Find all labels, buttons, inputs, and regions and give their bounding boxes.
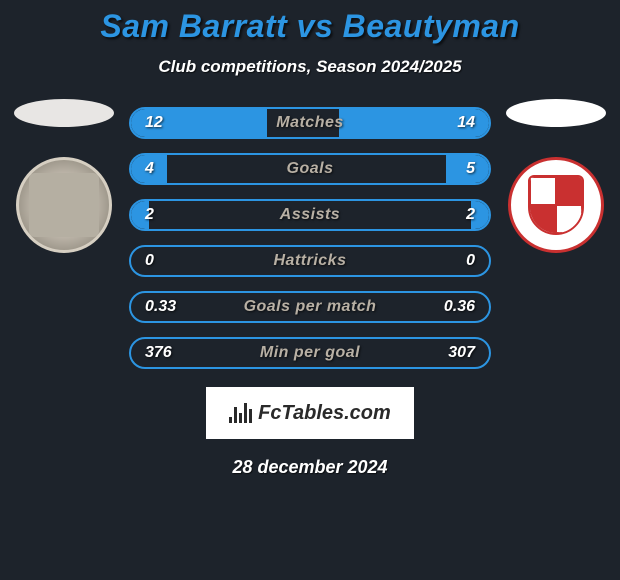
left-player-col: [9, 99, 119, 253]
stat-value-left: 12: [145, 114, 163, 132]
stat-value-left: 2: [145, 206, 154, 224]
shield-quad: [530, 177, 556, 205]
fctables-logo: FcTables.com: [206, 387, 414, 439]
stat-value-right: 5: [466, 160, 475, 178]
crest-right-shield: [528, 175, 584, 235]
stat-row: 12 Matches 14: [129, 107, 491, 139]
fctables-bars-icon: [229, 403, 252, 423]
stat-value-left: 4: [145, 160, 154, 178]
comparison-card: Sam Barratt vs Beautyman Club competitio…: [0, 0, 620, 580]
shield-quad: [556, 205, 582, 233]
stat-label: Min per goal: [260, 344, 360, 362]
stat-value-right: 307: [448, 344, 475, 362]
player-photo-placeholder-right: [506, 99, 606, 127]
crest-left-graphic: [29, 173, 99, 237]
stat-row: 4 Goals 5: [129, 153, 491, 185]
stat-value-left: 0: [145, 252, 154, 270]
club-crest-right: [508, 157, 604, 253]
stat-row: 376 Min per goal 307: [129, 337, 491, 369]
stat-row: 0.33 Goals per match 0.36: [129, 291, 491, 323]
stats-column: 12 Matches 14 4 Goals 5 2 Assists 2 0 Hattricks 0 0.…: [129, 107, 491, 369]
stat-value-right: 0: [466, 252, 475, 270]
shield-quad: [556, 177, 582, 205]
date-label: 28 december 2024: [232, 457, 387, 478]
stat-value-right: 2: [466, 206, 475, 224]
content-row: 12 Matches 14 4 Goals 5 2 Assists 2 0 Hattricks 0 0.…: [0, 107, 620, 369]
stat-row: 0 Hattricks 0: [129, 245, 491, 277]
subtitle: Club competitions, Season 2024/2025: [0, 57, 620, 77]
stat-label: Hattricks: [274, 252, 347, 270]
footer: FcTables.com 28 december 2024: [0, 387, 620, 478]
stat-value-left: 0.33: [145, 298, 176, 316]
player-photo-placeholder-left: [14, 99, 114, 127]
club-crest-left: [16, 157, 112, 253]
right-player-col: [501, 99, 611, 253]
page-title: Sam Barratt vs Beautyman: [0, 8, 620, 45]
shield-quad: [530, 205, 556, 233]
stat-value-left: 376: [145, 344, 172, 362]
stat-label: Assists: [280, 206, 340, 224]
stat-value-right: 14: [457, 114, 475, 132]
stat-value-right: 0.36: [444, 298, 475, 316]
stat-row: 2 Assists 2: [129, 199, 491, 231]
logo-text: FcTables.com: [258, 402, 391, 425]
stat-label: Matches: [276, 114, 344, 132]
stat-label: Goals per match: [244, 298, 377, 316]
stat-label: Goals: [287, 160, 334, 178]
